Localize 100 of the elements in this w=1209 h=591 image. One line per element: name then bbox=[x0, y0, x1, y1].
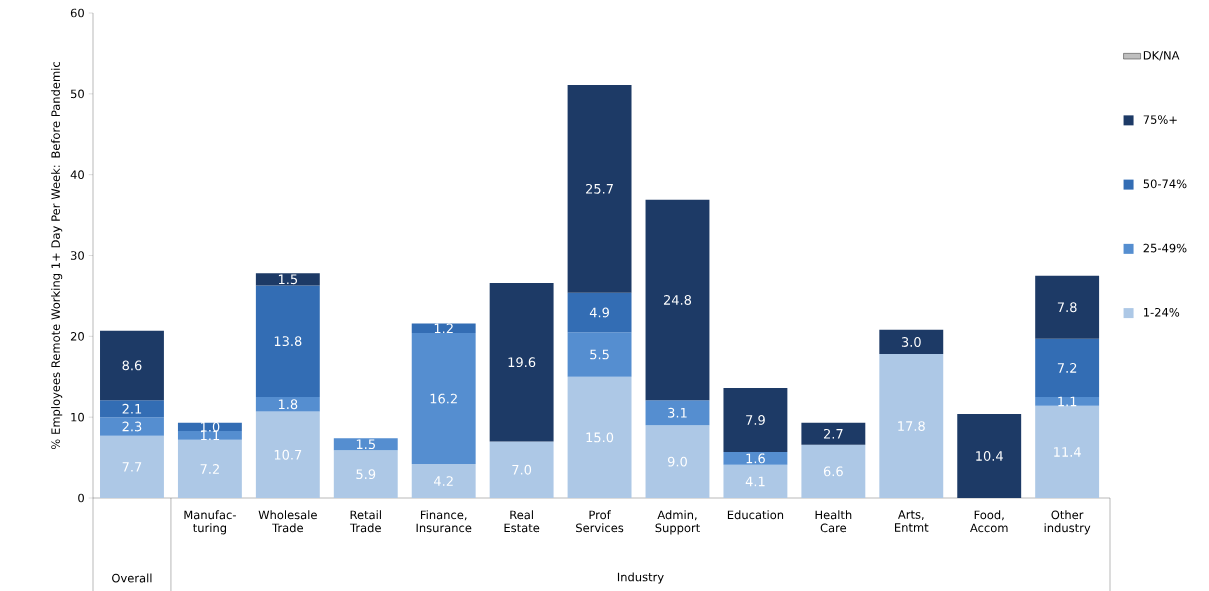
x-tick-label: Health Care bbox=[815, 510, 852, 533]
data-label: 3.1 bbox=[668, 407, 687, 418]
data-label: 15.0 bbox=[586, 432, 614, 443]
bar bbox=[333, 450, 398, 498]
bar bbox=[1035, 405, 1100, 498]
x-tick-label: Arts, Entmt bbox=[895, 510, 929, 532]
data-label: 2.7 bbox=[823, 428, 843, 439]
data-label: 1.1 bbox=[200, 430, 220, 441]
bar bbox=[1035, 275, 1100, 339]
bar bbox=[411, 323, 476, 334]
data-label: 9.0 bbox=[667, 456, 687, 467]
bar bbox=[645, 400, 710, 426]
bar bbox=[567, 84, 632, 293]
bar bbox=[333, 438, 398, 451]
data-label: 1.8 bbox=[278, 399, 298, 410]
bar bbox=[1035, 338, 1100, 397]
y-tick-label: 40 bbox=[70, 170, 84, 180]
data-label: 24.8 bbox=[663, 295, 692, 305]
bar bbox=[723, 388, 788, 452]
bar bbox=[100, 330, 164, 401]
y-tick-label: 30 bbox=[70, 251, 84, 260]
x-tick-label: Education bbox=[727, 510, 784, 520]
bar bbox=[255, 396, 320, 412]
bar bbox=[567, 376, 632, 498]
bar bbox=[177, 430, 242, 440]
bar bbox=[255, 285, 320, 397]
x-tick-label: Food, Accom bbox=[970, 510, 1008, 533]
data-label: 6.6 bbox=[823, 466, 843, 477]
bar bbox=[100, 417, 164, 436]
bar bbox=[411, 464, 476, 498]
legend-label: 50-74% bbox=[1143, 179, 1187, 189]
data-label: 1.1 bbox=[1058, 396, 1077, 407]
bar bbox=[177, 439, 242, 498]
data-label: 7.2 bbox=[200, 464, 219, 474]
data-label: 7.2 bbox=[1057, 363, 1077, 373]
x-tick-label: Real Estate bbox=[504, 510, 540, 533]
data-label: 4.2 bbox=[433, 476, 453, 486]
bar bbox=[879, 329, 944, 355]
legend-label: 25-49% bbox=[1143, 243, 1187, 253]
data-label: 1.6 bbox=[746, 453, 765, 464]
bar bbox=[411, 333, 476, 465]
text: Overall bbox=[112, 573, 152, 583]
data-label: 4.9 bbox=[589, 307, 609, 318]
bar bbox=[489, 282, 554, 442]
data-label: 7.9 bbox=[746, 415, 765, 425]
data-label: 8.6 bbox=[122, 360, 142, 371]
bar bbox=[723, 451, 788, 465]
y-tick-label: 0 bbox=[78, 493, 84, 503]
x-tick-label: Retail Trade bbox=[349, 510, 381, 533]
data-label: 17.8 bbox=[898, 421, 925, 431]
x-tick-label: Admin, Support bbox=[655, 510, 700, 535]
bar bbox=[177, 422, 242, 431]
bar bbox=[100, 400, 164, 418]
data-label: 1.2 bbox=[434, 323, 453, 334]
data-label: 5.9 bbox=[356, 469, 376, 480]
data-label: 10.4 bbox=[976, 451, 1003, 461]
y-tick-label: 60 bbox=[70, 8, 84, 18]
bar bbox=[801, 422, 866, 445]
x-tick-label: Wholesale Trade bbox=[258, 510, 317, 533]
x-tick-label: Finance, Insurance bbox=[416, 510, 472, 533]
legend-label: DK/NA bbox=[1143, 51, 1180, 61]
bar bbox=[801, 444, 866, 498]
data-label: 19.6 bbox=[508, 357, 536, 368]
legend-label: 75%+ bbox=[1143, 115, 1177, 124]
bar bbox=[957, 413, 1022, 498]
bar bbox=[645, 199, 710, 401]
y-tick-label: 10 bbox=[71, 412, 84, 422]
data-label: 4.1 bbox=[745, 476, 765, 487]
data-label: 5.5 bbox=[590, 349, 609, 360]
x-tick-label: Prof Services bbox=[576, 510, 624, 533]
data-label: 7.8 bbox=[1057, 302, 1077, 313]
data-label: 1.0 bbox=[200, 421, 220, 432]
data-label: 1.5 bbox=[278, 274, 298, 285]
data-label: 13.8 bbox=[274, 336, 302, 347]
bar bbox=[255, 411, 320, 498]
data-label: 16.2 bbox=[430, 393, 457, 404]
bar bbox=[255, 273, 320, 286]
y-axis-title: % Employees Remote Working 1+ Day Per Week: Before Pandemic bbox=[51, 62, 63, 450]
data-label: 1.5 bbox=[356, 439, 375, 450]
bar bbox=[100, 435, 164, 498]
y-tick-label: 50 bbox=[70, 89, 84, 99]
bar bbox=[879, 354, 944, 498]
data-label: 2.1 bbox=[122, 403, 142, 414]
x-tick-label: Other industry bbox=[1044, 510, 1091, 535]
bar bbox=[645, 425, 710, 498]
bar bbox=[567, 332, 632, 377]
bar bbox=[723, 464, 788, 498]
data-label: 25.7 bbox=[586, 183, 613, 194]
data-label: 3.0 bbox=[901, 337, 921, 347]
data-label: 2.3 bbox=[122, 421, 142, 432]
data-label: 10.7 bbox=[274, 449, 302, 460]
bar bbox=[489, 441, 554, 498]
y-tick-label: 20 bbox=[70, 331, 84, 341]
bar bbox=[567, 292, 632, 333]
data-label: 11.4 bbox=[1054, 447, 1081, 457]
x-tick-label: Manufac-turing bbox=[184, 510, 236, 535]
data-label: 7.7 bbox=[122, 462, 142, 472]
data-label: 7.0 bbox=[512, 464, 532, 475]
bar bbox=[1035, 396, 1100, 406]
legend-label: 1-24% bbox=[1144, 307, 1180, 317]
